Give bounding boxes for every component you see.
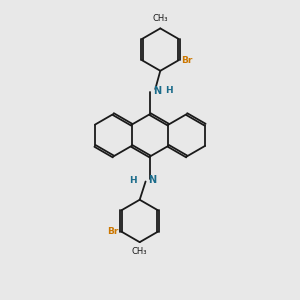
Text: N: N: [148, 175, 157, 185]
Text: Br: Br: [182, 56, 193, 65]
Text: H: H: [129, 176, 137, 184]
Text: N: N: [154, 85, 162, 95]
Text: CH₃: CH₃: [132, 248, 147, 256]
Text: Br: Br: [107, 227, 118, 236]
Text: CH₃: CH₃: [153, 14, 168, 23]
Text: H: H: [165, 86, 173, 95]
